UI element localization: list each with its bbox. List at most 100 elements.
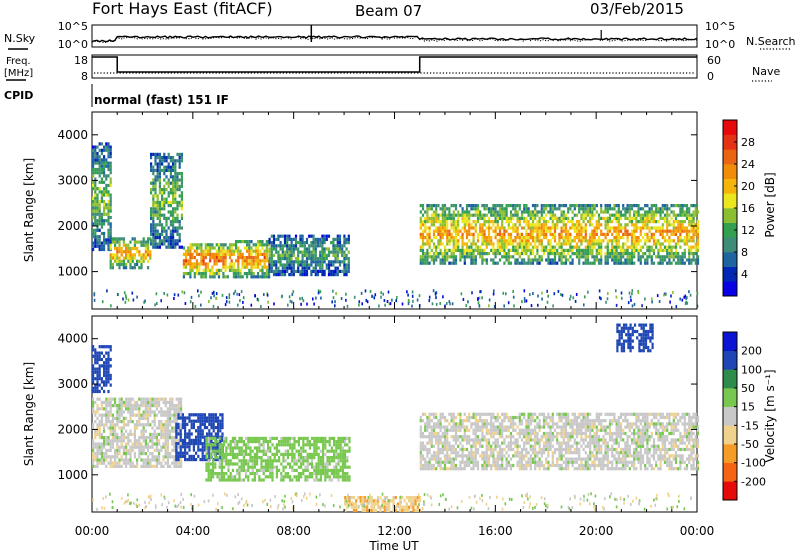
heatmap-cell — [193, 265, 196, 269]
heatmap-cell — [472, 207, 475, 211]
heatmap-cell — [611, 207, 614, 211]
heatmap-cell — [615, 239, 618, 243]
heatmap-cell — [94, 400, 97, 404]
heatmap-cell — [190, 422, 193, 426]
heatmap-cell — [92, 161, 95, 165]
heatmap-cell — [694, 226, 697, 230]
heatmap-cell — [105, 212, 108, 216]
heatmap-cell — [153, 404, 156, 408]
heatmap-cell — [569, 261, 572, 265]
heatmap-cell — [94, 167, 97, 172]
heatmap-cell — [595, 255, 598, 259]
heatmap-cell — [180, 442, 183, 446]
heatmap-cell — [631, 289, 634, 293]
heatmap-cell — [472, 239, 475, 243]
heatmap-cell — [430, 213, 433, 217]
heatmap-cell — [98, 142, 101, 146]
heatmap-cell — [100, 345, 103, 349]
heatmap-cell — [103, 423, 106, 427]
heatmap-cell — [109, 464, 112, 468]
heatmap-cell — [154, 236, 157, 240]
heatmap-cell — [312, 247, 315, 251]
heatmap-cell — [547, 220, 550, 224]
heatmap-cell — [154, 242, 157, 246]
heatmap-cell — [218, 465, 221, 469]
heatmap-cell — [151, 452, 154, 456]
heatmap-cell — [314, 260, 317, 264]
heatmap-cell — [156, 204, 159, 208]
heatmap-cell — [169, 397, 172, 401]
heatmap-cell — [435, 216, 438, 220]
heatmap-cell — [668, 229, 671, 233]
heatmap-cell — [187, 246, 190, 250]
heatmap-cell — [184, 422, 187, 426]
heatmap-cell — [118, 445, 121, 449]
heatmap-cell — [582, 226, 585, 230]
heatmap-cell — [538, 239, 541, 243]
heatmap-cell — [308, 257, 311, 261]
heatmap-cell — [289, 465, 292, 469]
heatmap-cell — [536, 239, 539, 243]
heatmap-cell — [105, 397, 108, 401]
heatmap-cell — [129, 410, 132, 414]
heatmap-cell — [222, 265, 225, 269]
heatmap-cell — [256, 462, 259, 466]
heatmap-cell — [635, 242, 638, 246]
heatmap-cell — [481, 239, 484, 243]
heatmap-cell — [452, 223, 455, 227]
heatmap-cell — [578, 207, 581, 211]
heatmap-cell — [525, 299, 528, 303]
heatmap-cell — [501, 236, 504, 240]
heatmap-cell — [96, 167, 99, 172]
heatmap-cell — [545, 207, 548, 211]
heatmap-cell — [483, 223, 486, 227]
heatmap-cell — [147, 259, 150, 263]
heatmap-cell — [694, 223, 697, 227]
heatmap-cell — [380, 291, 382, 295]
heatmap-cell — [279, 269, 282, 273]
heatmap-cell — [125, 458, 128, 462]
heatmap-cell — [567, 216, 570, 220]
heatmap-cell — [160, 407, 163, 411]
heatmap-cell — [560, 242, 563, 246]
heatmap-cell — [530, 304, 533, 308]
heatmap-cell — [225, 446, 228, 450]
heatmap-cell — [532, 292, 534, 295]
heatmap-cell — [218, 475, 221, 479]
heatmap-cell — [690, 239, 693, 243]
heatmap-cell — [441, 210, 444, 214]
heatmap-cell — [648, 255, 651, 259]
heatmap-cell — [288, 266, 291, 270]
heatmap-cell — [452, 213, 455, 217]
heatmap-cell — [694, 245, 697, 249]
heatmap-cell — [556, 252, 559, 256]
heatmap-cell — [617, 223, 620, 227]
heatmap-cell — [129, 452, 132, 456]
heatmap-cell — [575, 226, 579, 230]
heatmap-cell — [252, 272, 255, 276]
heatmap-cell — [358, 300, 361, 304]
heatmap-cell — [288, 234, 291, 238]
heatmap-cell — [150, 152, 153, 156]
heatmap-cell — [178, 165, 181, 169]
heatmap-cell — [547, 210, 550, 214]
heatmap-cell — [516, 220, 519, 224]
heatmap-cell — [286, 472, 289, 476]
heatmap-cell — [630, 298, 632, 302]
heatmap-cell — [122, 448, 125, 452]
heatmap-cell — [154, 245, 157, 249]
heatmap-cell — [595, 252, 598, 256]
heatmap-cell — [277, 260, 280, 264]
heatmap-cell — [174, 184, 177, 188]
heatmap-cell — [545, 226, 548, 230]
heatmap-cell — [663, 207, 667, 211]
heatmap-cell — [663, 239, 667, 243]
heatmap-cell — [435, 296, 437, 300]
heatmap-cell — [247, 440, 250, 444]
heatmap-cell — [332, 244, 335, 248]
heatmap-cell — [626, 258, 629, 262]
heatmap-cell — [575, 293, 578, 296]
heatmap-cell — [209, 452, 212, 456]
heatmap-cell — [191, 262, 194, 266]
heatmap-cell — [166, 400, 169, 404]
